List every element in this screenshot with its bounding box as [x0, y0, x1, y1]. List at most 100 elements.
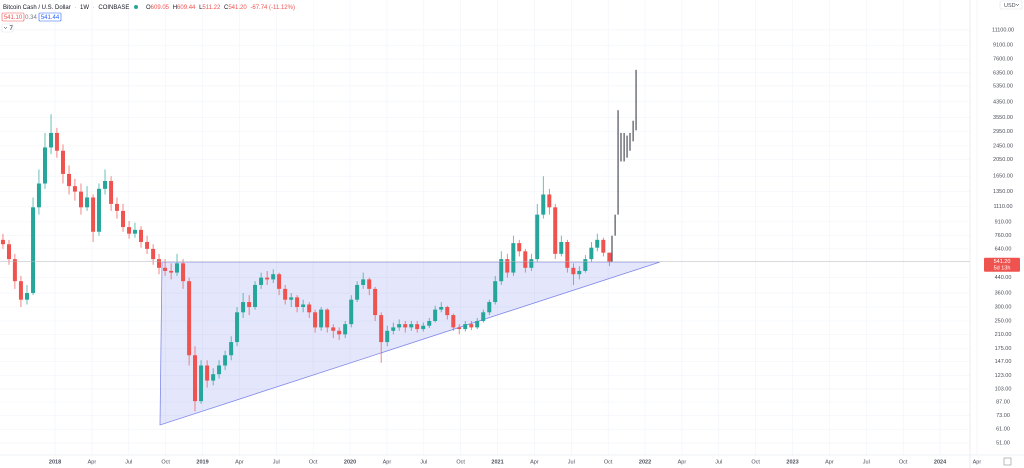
candle-body — [96, 188, 101, 232]
candle-body — [114, 203, 119, 211]
candle-body — [577, 270, 582, 275]
candle-body — [181, 263, 186, 282]
candle-body — [139, 229, 144, 242]
candle-body — [541, 194, 546, 215]
x-tick-label: Jul — [715, 459, 722, 465]
y-tick-label: 87.00 — [996, 399, 1010, 405]
y-tick-label: 760.00 — [995, 233, 1012, 239]
candle-body — [373, 288, 378, 316]
candle-body — [265, 277, 270, 280]
x-tick-label: Apr — [88, 459, 97, 465]
y-tick-label: 360.00 — [995, 290, 1012, 296]
candle-body — [199, 365, 204, 402]
x-tick-label: Apr — [235, 459, 244, 465]
y-tick-label: 2950.00 — [993, 129, 1013, 135]
candle-body — [451, 315, 456, 328]
candle-body — [277, 274, 282, 289]
candle-body — [409, 324, 414, 328]
candle-body — [211, 374, 216, 381]
currency-select[interactable] — [999, 0, 1023, 10]
legend: Bitcoin Cash / U.S. Dollar · 1W · COINBA… — [3, 5, 129, 11]
x-tick-label: Oct — [751, 459, 760, 465]
y-tick-label: 1110.00 — [993, 204, 1012, 210]
candle-body — [505, 259, 510, 273]
x-tick-label: Apr — [825, 459, 834, 465]
x-tick-label: Oct — [309, 459, 318, 465]
candle-body — [349, 299, 354, 325]
countdown: 5d 13h — [994, 266, 1011, 272]
indicators-count: 7 — [10, 26, 14, 32]
chevron-icon — [3, 26, 8, 29]
candle-body — [127, 227, 132, 234]
x-tick-label: Apr — [678, 459, 687, 465]
candle-body — [132, 229, 137, 234]
triangle-drawing — [159, 261, 661, 426]
y-tick-label: 123.00 — [995, 373, 1012, 379]
exchange: COINBASE — [98, 5, 129, 11]
y-tick-label: 250.00 — [995, 318, 1012, 324]
y-tick-label: 6350.00 — [993, 70, 1013, 76]
candle-body — [571, 267, 576, 275]
y-tick-label: 1650.00 — [993, 174, 1013, 180]
candle-body — [445, 307, 450, 316]
x-tick-label: 2021 — [491, 459, 503, 465]
bid-box[interactable] — [1, 12, 25, 22]
candle-body — [553, 207, 558, 254]
candle-body — [85, 197, 90, 208]
candle-body — [565, 241, 570, 268]
candle-body — [385, 330, 390, 343]
last-price-label: 541.20 — [994, 259, 1011, 265]
x-tick-label: Jul — [568, 459, 575, 465]
y-tick-label: 11100.00 — [992, 27, 1014, 33]
candle-body — [289, 297, 294, 300]
y-tick-label: 2450.00 — [993, 143, 1013, 149]
candle-body — [331, 327, 336, 331]
candle-body — [42, 147, 47, 184]
ohlc-label: H — [173, 5, 177, 11]
candle-body — [523, 251, 528, 268]
candle-body — [6, 244, 11, 260]
candle-body — [169, 270, 174, 273]
separator: · — [74, 5, 76, 11]
candle-body — [469, 324, 474, 328]
x-tick-label: 2019 — [196, 459, 208, 465]
candle-body — [12, 259, 17, 282]
candle-body — [283, 288, 288, 300]
ohlc-label: O — [146, 5, 151, 11]
candle-body — [433, 309, 438, 322]
y-axis-label: USD — [1004, 3, 1016, 9]
candle-body — [367, 279, 372, 289]
settings-button[interactable] — [1003, 457, 1012, 466]
candle-body — [91, 197, 96, 232]
candle-body — [295, 297, 300, 308]
candle-body — [463, 324, 468, 330]
candle-body — [607, 252, 612, 262]
candle-body — [121, 210, 126, 228]
candle-body — [253, 284, 258, 308]
separator: · — [93, 5, 95, 11]
candle-body — [361, 279, 366, 285]
candle-body — [307, 304, 312, 313]
candle-body — [427, 321, 432, 326]
candle-body — [499, 259, 504, 282]
indicators-toggle[interactable] — [1, 23, 14, 33]
y-tick-label: 2050.00 — [993, 157, 1013, 163]
ask: 541.44 — [41, 15, 60, 21]
ask-box[interactable] — [38, 12, 62, 22]
x-tick-label: Oct — [161, 459, 170, 465]
candle-body — [205, 365, 210, 381]
candle-body — [72, 186, 77, 192]
y-tick-label: 4350.00 — [993, 99, 1013, 105]
candle-body — [229, 342, 234, 356]
candle-body — [439, 307, 444, 310]
x-tick-label: 2020 — [344, 459, 356, 465]
grid — [0, 0, 978, 455]
y-tick-label: 640.00 — [995, 246, 1012, 252]
x-tick-label: Apr — [383, 459, 392, 465]
candle-body — [313, 312, 318, 328]
x-tick-label: Jul — [273, 459, 280, 465]
ohlc-value: 609.05 — [151, 5, 170, 11]
candle-body — [235, 312, 240, 343]
